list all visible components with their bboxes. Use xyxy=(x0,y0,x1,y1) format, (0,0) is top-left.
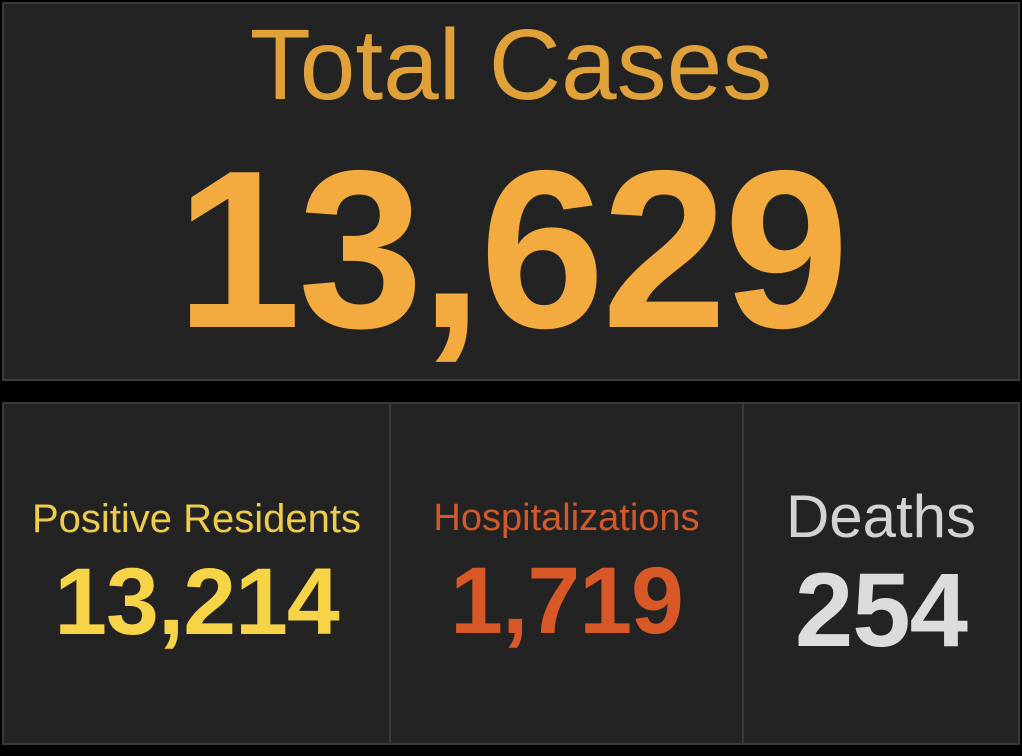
total-cases-value: 13,629 xyxy=(175,123,849,375)
positive-residents-card: Positive Residents 13,214 xyxy=(4,404,389,743)
hospitalizations-label: Hospitalizations xyxy=(433,497,700,540)
positive-residents-value: 13,214 xyxy=(54,549,340,655)
deaths-value: 254 xyxy=(794,552,968,669)
deaths-label: Deaths xyxy=(785,483,977,550)
positive-residents-label: Positive Residents xyxy=(31,497,362,541)
total-cases-card: Total Cases 13,629 xyxy=(2,2,1020,381)
stat-row: Positive Residents 13,214 Hospitalizatio… xyxy=(2,402,1020,745)
deaths-card: Deaths 254 xyxy=(742,404,1018,743)
total-cases-label: Total Cases xyxy=(249,9,773,121)
total-cases-value-wrap: 13,629 xyxy=(4,120,1018,379)
hospitalizations-value: 1,719 xyxy=(450,547,684,654)
hospitalizations-card: Hospitalizations 1,719 xyxy=(389,404,742,743)
